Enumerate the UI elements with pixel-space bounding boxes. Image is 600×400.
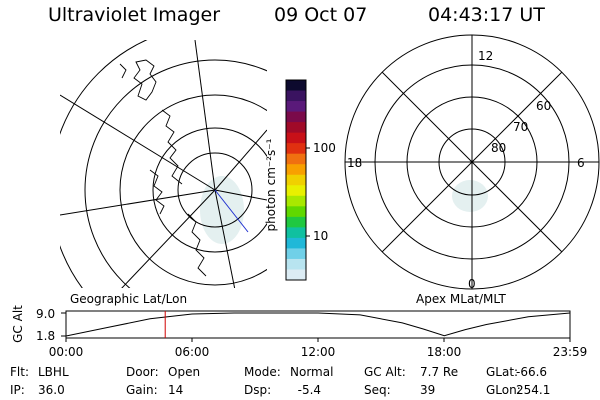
- aurora-glow: [200, 176, 244, 244]
- lat-circle: [177, 152, 253, 228]
- colorbar-tick-10: 10: [313, 229, 328, 243]
- polar-labels: 12 0 18 6 60 70 80: [347, 49, 585, 291]
- ytick-label-1.8: 1.8: [36, 329, 55, 343]
- colorbar-swatch: [286, 185, 306, 197]
- left-map-caption: Geographic Lat/Lon: [70, 292, 187, 306]
- param-value: Normal: [290, 365, 334, 379]
- param-value: LBHL: [38, 365, 69, 379]
- param-key: Dsp:: [244, 383, 272, 397]
- param-key: Mode:: [244, 365, 281, 379]
- param-key: IP:: [10, 383, 25, 397]
- meridian: [214, 189, 236, 288]
- lat-circle: [84, 59, 267, 288]
- colorbar-swatch: [286, 122, 306, 134]
- colorbar-swatch: [286, 132, 306, 144]
- colorbar-swatch: [286, 80, 306, 92]
- param-value: 14: [168, 383, 184, 397]
- param-value: 7.7 Re: [420, 365, 459, 379]
- colorbar-swatch: [286, 174, 306, 186]
- param-key: Gain:: [126, 383, 158, 397]
- colorbar-swatch: [286, 258, 306, 270]
- coastline: [161, 109, 183, 185]
- colorbar-frame: [285, 79, 307, 281]
- colorbar-swatch: [286, 227, 306, 239]
- altitude-series-line: [66, 312, 570, 337]
- altitude-xticks: 00:00 06:00 12:00 18:00 23:59: [49, 338, 588, 359]
- colorbar-swatch: [286, 269, 306, 281]
- lat-circle: [152, 127, 267, 253]
- terminator-line: [214, 189, 249, 233]
- colorbar-tick-100: 100: [313, 141, 336, 155]
- altitude-ylabel: GC Alt: [11, 305, 25, 343]
- colorbar-swatch: [286, 195, 306, 207]
- param-value: 36.0: [38, 383, 65, 397]
- instrument-title: Ultraviolet Imager: [48, 4, 221, 26]
- param-value: -66.6: [516, 365, 548, 379]
- colorbar-swatch: [286, 206, 306, 218]
- param-value: Open: [168, 365, 201, 379]
- mlt-label-6: 6: [577, 156, 585, 170]
- geographic-map: [60, 40, 267, 288]
- altitude-plot-frame: [65, 310, 571, 339]
- colorbar-swatch: [286, 248, 306, 260]
- observation-date: 09 Oct 07: [274, 4, 368, 26]
- param-key: GLat:: [486, 365, 519, 379]
- meridian: [214, 189, 267, 201]
- colorbar-swatch: [286, 216, 306, 228]
- coastline: [149, 169, 165, 215]
- colorbar-swatches: [286, 80, 306, 281]
- meridian: [60, 189, 216, 216]
- right-map-caption: Apex MLat/MLT: [416, 292, 506, 306]
- colorbar-swatch: [286, 153, 306, 165]
- meridian: [214, 129, 267, 191]
- colorbar-swatch: [286, 237, 306, 249]
- colorbar-unit-label: photon cm⁻²s⁻¹: [264, 138, 278, 231]
- xtick-label: 12:00: [301, 345, 336, 359]
- colorbar-swatch: [286, 111, 306, 123]
- xtick-label: 00:00: [49, 345, 84, 359]
- altitude-plot: 9.0 1.8 GC Alt 00:00 06:00 12:00 18:00 23:59: [11, 305, 587, 359]
- observation-time: 04:43:17 UT: [428, 4, 545, 26]
- param-value: 39: [420, 383, 436, 397]
- param-key: GLon:: [486, 383, 521, 397]
- param-key: Seq:: [364, 383, 391, 397]
- colorbar-swatch: [286, 90, 306, 102]
- aurora-glow: [452, 180, 488, 212]
- coastline: [187, 213, 207, 277]
- xtick-label: 06:00: [175, 345, 210, 359]
- colorbar-swatch: [286, 143, 306, 155]
- param-key: GC Alt:: [364, 365, 406, 379]
- mlt-label-18: 18: [347, 156, 362, 170]
- colorbar-swatch: [286, 164, 306, 176]
- param-key: Door:: [126, 365, 159, 379]
- param-value: -5.4: [290, 383, 322, 397]
- mlat-label-60: 60: [536, 99, 551, 113]
- colorbar-swatch: [286, 101, 306, 113]
- coastline: [133, 59, 157, 101]
- xtick-label: 18:00: [427, 345, 462, 359]
- xtick-label: 23:59: [553, 345, 588, 359]
- param-value: 254.1: [516, 383, 551, 397]
- lat-circle: [119, 94, 267, 286]
- mlat-label-70: 70: [513, 120, 528, 134]
- polar-mlt-plot: [344, 34, 600, 290]
- param-key: Flt:: [10, 365, 29, 379]
- meridian: [194, 40, 216, 191]
- mlat-label-80: 80: [491, 141, 506, 155]
- mlt-line-diag: [381, 71, 563, 253]
- meridian: [121, 189, 216, 288]
- ytick-label-9: 9.0: [36, 307, 55, 321]
- meridian: [60, 94, 216, 191]
- coastline: [119, 63, 127, 79]
- mlt-label-0: 0: [468, 277, 476, 291]
- colorbar: 100 10 photon cm⁻²s⁻¹: [264, 79, 336, 281]
- mlt-label-12: 12: [478, 49, 493, 63]
